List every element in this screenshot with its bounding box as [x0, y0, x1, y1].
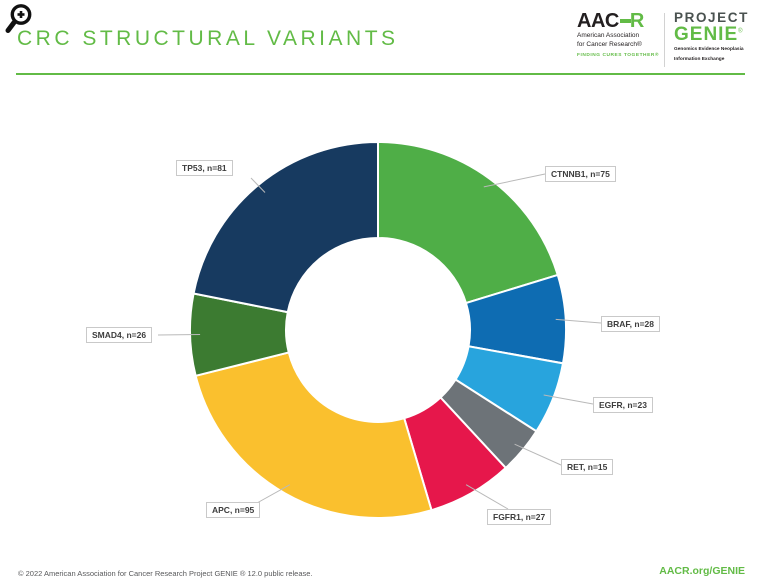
- leader-line-ret: [514, 443, 562, 466]
- chart-label-tp53: TP53, n=81: [176, 160, 233, 177]
- logo-divider: [664, 13, 665, 67]
- aacr-wordmark-r: R: [629, 10, 644, 32]
- genie-wordmark: GENIE®: [674, 23, 744, 45]
- aacr-name-line1: American Association: [577, 32, 640, 39]
- leader-line-tp53: [250, 177, 266, 193]
- aacr-wordmark-aac: AAC: [577, 10, 619, 32]
- zoom-in-icon[interactable]: [3, 2, 35, 36]
- donut-segment-tp53: [192, 140, 379, 314]
- aacr-tagline: FINDING CURES TOGETHER®: [577, 52, 659, 58]
- chart-label-ctnnb1: CTNNB1, n=75: [545, 166, 616, 183]
- footer-copyright: © 2022 American Association for Cancer R…: [18, 569, 313, 578]
- title-underline: [16, 73, 745, 75]
- genie-registered-mark: ®: [738, 28, 744, 35]
- header-logos: AAC R American Association for Cancer Res…: [577, 10, 749, 67]
- chart-label-apc: APC, n=95: [206, 502, 261, 519]
- project-genie-logo: PROJECT GENIE® Genomics Evidence Neoplas…: [674, 10, 749, 63]
- genie-sub-line1: Genomics Evidence Neoplasia: [674, 47, 744, 53]
- leader-line-fgfr1: [465, 484, 509, 510]
- footer-genie-link[interactable]: AACR.org/GENIE: [659, 565, 745, 577]
- aacr-dash-icon: [619, 19, 631, 23]
- aacr-name-line2: for Cancer Research®: [577, 40, 642, 48]
- donut-segment-apc: [194, 351, 433, 519]
- leader-line-ctnnb1: [483, 173, 546, 188]
- leader-line-smad4: [157, 334, 201, 336]
- donut-segment-ctnnb1: [377, 140, 560, 305]
- leader-line-braf: [555, 318, 602, 324]
- genie-project-text: PROJECT: [674, 10, 749, 25]
- chart-label-braf: BRAF, n=28: [601, 316, 660, 333]
- genie-sub-line2: Information Exchange: [674, 56, 725, 62]
- page-title: CRC STRUCTURAL VARIANTS: [17, 27, 399, 50]
- chart-label-smad4: SMAD4, n=26: [86, 327, 153, 344]
- chart-label-egfr: EGFR, n=23: [593, 397, 653, 414]
- chart-label-ret: RET, n=15: [561, 459, 614, 476]
- leader-line-egfr: [543, 394, 594, 405]
- aacr-wordmark: AAC R: [577, 11, 655, 31]
- chart-label-fgfr1: FGFR1, n=27: [487, 509, 552, 526]
- aacr-logo: AAC R American Association for Cancer Res…: [577, 11, 659, 58]
- leader-line-apc: [256, 484, 291, 504]
